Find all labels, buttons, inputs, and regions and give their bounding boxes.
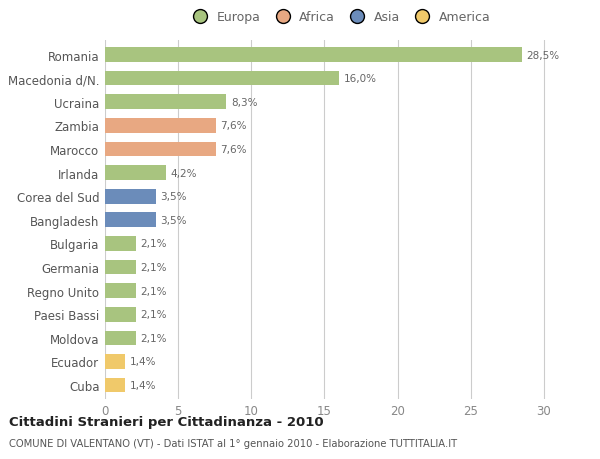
Text: 28,5%: 28,5% <box>526 50 559 61</box>
Text: 3,5%: 3,5% <box>161 215 187 225</box>
Bar <box>105 72 339 86</box>
Text: 1,4%: 1,4% <box>130 357 157 367</box>
Bar <box>105 119 216 134</box>
Bar <box>105 213 156 228</box>
Text: 8,3%: 8,3% <box>231 98 257 107</box>
Text: 3,5%: 3,5% <box>161 192 187 202</box>
Text: 4,2%: 4,2% <box>171 168 197 178</box>
Text: 1,4%: 1,4% <box>130 380 157 390</box>
Bar <box>105 142 216 157</box>
Text: COMUNE DI VALENTANO (VT) - Dati ISTAT al 1° gennaio 2010 - Elaborazione TUTTITAL: COMUNE DI VALENTANO (VT) - Dati ISTAT al… <box>9 438 457 448</box>
Legend: Europa, Africa, Asia, America: Europa, Africa, Asia, America <box>182 6 496 29</box>
Bar <box>105 378 125 392</box>
Text: 7,6%: 7,6% <box>221 145 247 155</box>
Bar <box>105 236 136 251</box>
Bar <box>105 48 522 63</box>
Text: 2,1%: 2,1% <box>140 333 167 343</box>
Bar <box>105 307 136 322</box>
Bar <box>105 95 226 110</box>
Bar <box>105 354 125 369</box>
Text: 2,1%: 2,1% <box>140 239 167 249</box>
Bar <box>105 284 136 298</box>
Text: 16,0%: 16,0% <box>343 74 376 84</box>
Text: Cittadini Stranieri per Cittadinanza - 2010: Cittadini Stranieri per Cittadinanza - 2… <box>9 415 323 428</box>
Bar <box>105 190 156 204</box>
Text: 2,1%: 2,1% <box>140 309 167 319</box>
Text: 7,6%: 7,6% <box>221 121 247 131</box>
Text: 2,1%: 2,1% <box>140 286 167 296</box>
Bar <box>105 166 166 180</box>
Bar <box>105 260 136 275</box>
Text: 2,1%: 2,1% <box>140 263 167 273</box>
Bar <box>105 331 136 345</box>
